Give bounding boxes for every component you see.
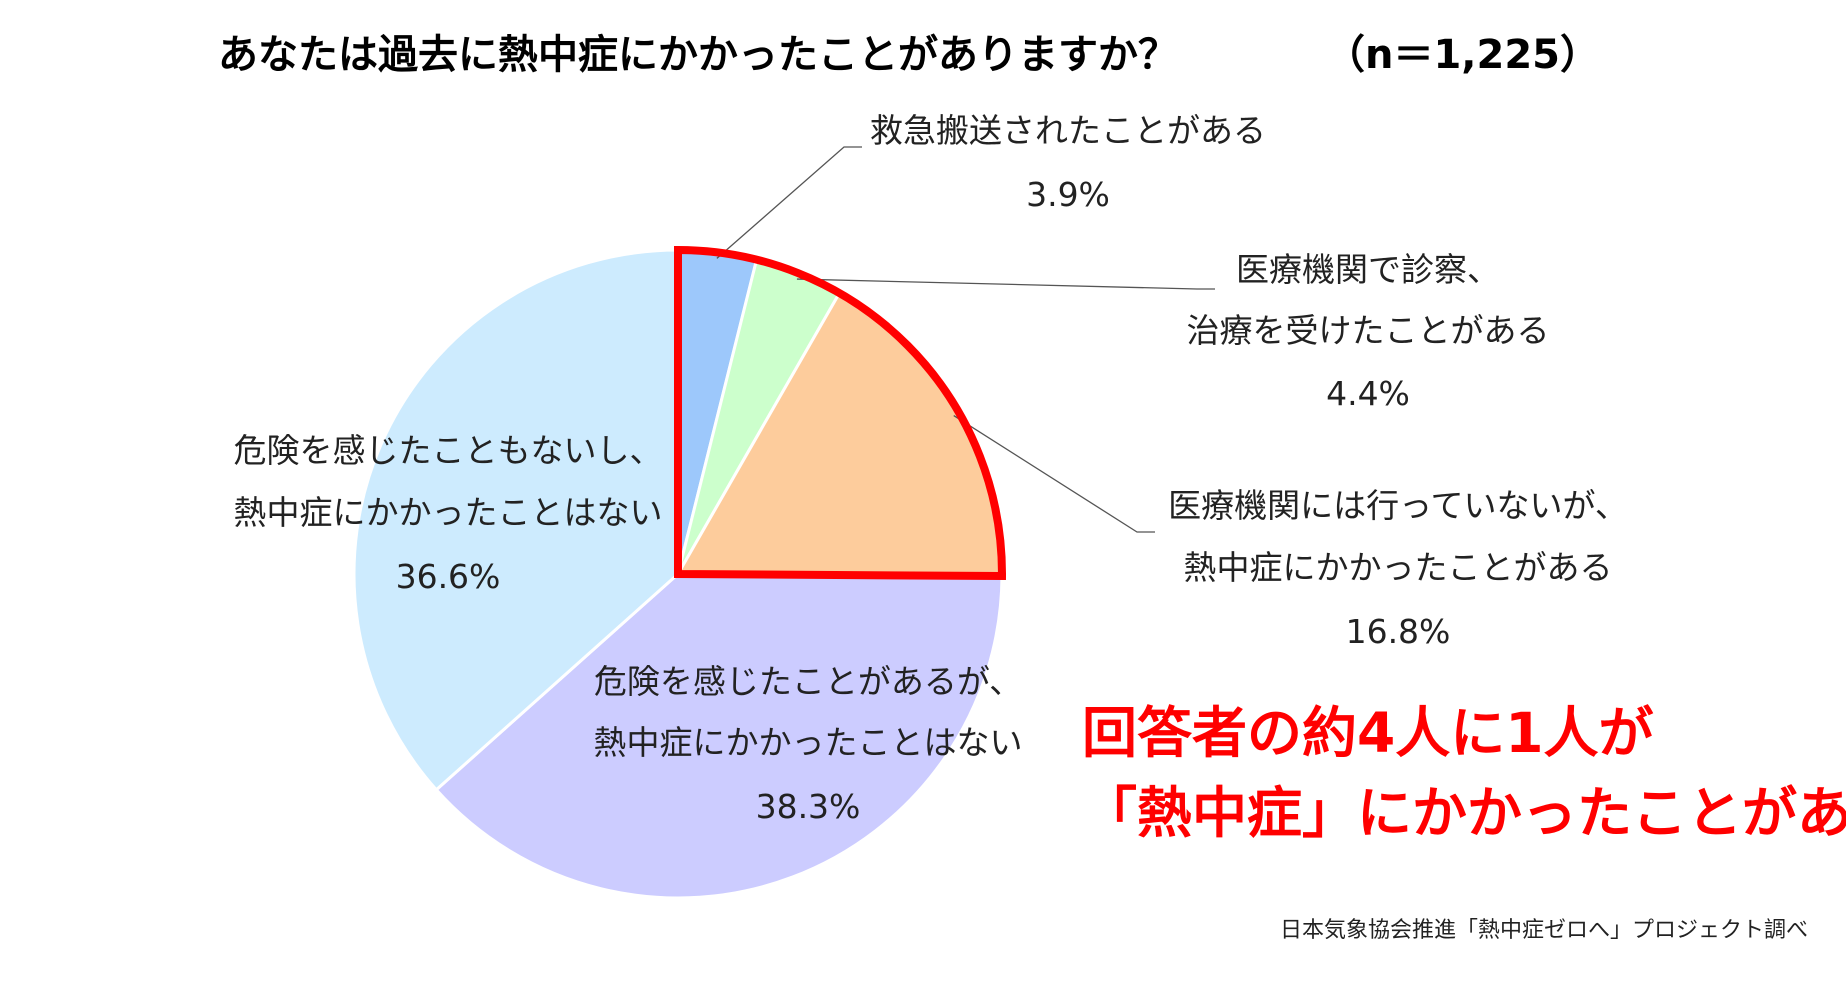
slice-label-line: 危険を感じたこともないし、 (234, 431, 663, 470)
slice-value-label: 36.6% (396, 557, 501, 596)
slice-label-line: 医療機関には行っていないが、 (1168, 486, 1628, 525)
slice-value-label: 38.3% (756, 787, 861, 826)
leader-lines (716, 146, 1215, 533)
slice-label-line: 熱中症にかかったことはない (594, 723, 1023, 762)
source-note: 日本気象協会推進「熱中症ゼロへ」プロジェクト調べ (1280, 918, 1808, 943)
slice-value-label: 3.9% (1026, 175, 1110, 214)
leader-line (716, 146, 862, 259)
highlight-callout-line: 「熱中症」にかかったことがある (1082, 781, 1846, 845)
sample-size-label: （n＝1,225） (1325, 32, 1600, 78)
pie-slice (434, 572, 1004, 900)
chart-title: あなたは過去に熱中症にかかったことがありますか？ (218, 32, 1178, 78)
leader-line (796, 278, 1215, 290)
pie-slices (352, 248, 1004, 900)
slice-label-line: 治療を受けたことがある (1187, 311, 1550, 350)
slice-label-line: 救急搬送されたことがある (870, 111, 1266, 150)
slice-label-line: 医療機関で診察、 (1236, 250, 1500, 289)
slice-label-line: 危険を感じたことがあるが、 (594, 662, 1022, 701)
slice-value-label: 4.4% (1326, 374, 1410, 413)
highlight-callout-line: 回答者の約4人に1人が (1082, 701, 1654, 765)
slice-label-line: 熱中症にかかったことがある (1184, 548, 1613, 587)
highlight-outline (674, 245, 1006, 581)
slice-label-line: 熱中症にかかったことはない (234, 493, 663, 532)
pie-slice (352, 248, 680, 792)
slice-value-label: 16.8% (1346, 612, 1451, 651)
leader-line (953, 415, 1155, 533)
